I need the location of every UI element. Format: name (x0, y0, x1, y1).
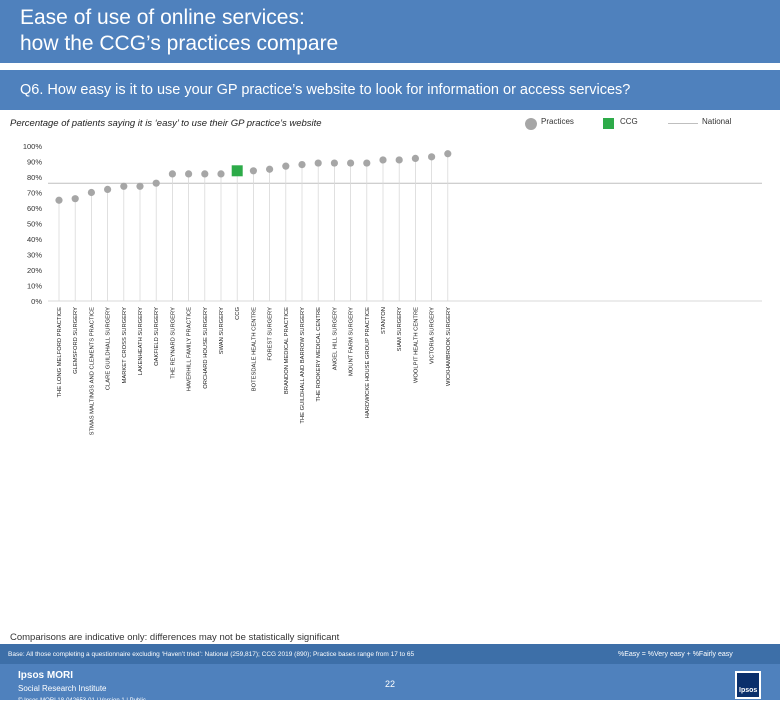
y-tick-label: 30% (27, 251, 42, 260)
practice-marker (120, 182, 128, 190)
practice-marker (411, 154, 419, 162)
x-tick-label: WICKHAMBROOK SURGERY (446, 307, 452, 386)
page-title: Ease of use of online services: how the … (20, 6, 339, 55)
practice-marker (266, 165, 274, 173)
x-tick-label: GLEMSFORD SURGERY (73, 307, 79, 374)
header-banner: Ease of use of online services: how the … (0, 0, 780, 63)
y-tick-label: 60% (27, 204, 42, 213)
practice-marker (201, 170, 209, 178)
x-tick-label: THE GUILDHALL AND BARROW SURGERY (300, 307, 306, 424)
x-tick-label: ANGEL HILL SURGERY (332, 307, 338, 370)
x-tick-label: THE LONG MELFORD PRACTICE (57, 307, 63, 398)
x-tick-label: CHRISTMAS MALTINGS AND CLEMENTS PRACTICE (89, 307, 95, 435)
practice-marker (104, 185, 112, 193)
legend-practices-label: Practices (541, 117, 574, 126)
x-tick-label: MARKET CROSS SURGERY (122, 307, 128, 384)
practice-marker (87, 188, 95, 197)
practice-marker (314, 159, 322, 167)
y-tick-label: 0% (31, 297, 42, 306)
legend-national-label: National (702, 117, 732, 126)
y-tick-label: 90% (27, 158, 42, 167)
x-tick-label: OAKFIELD SURGERY (154, 307, 160, 366)
metric-note: %Easy = %Very easy + %Fairly easy (618, 651, 733, 658)
practice-marker (444, 150, 452, 158)
practice-marker (330, 159, 338, 167)
x-tick-label: VICTORIA SURGERY (430, 307, 436, 364)
x-tick-label: THE REYNARD SURGERY (170, 307, 176, 379)
ccg-marker (231, 165, 243, 177)
y-tick-label: 20% (27, 266, 42, 275)
y-tick-label: 80% (27, 173, 42, 182)
chart-subtitle: Percentage of patients saying it is ‘eas… (10, 118, 322, 129)
practice-marker (217, 170, 225, 178)
logo-subtitle: Social Research Institute (18, 684, 107, 693)
y-tick-label: 70% (27, 189, 42, 198)
practice-marker (55, 196, 63, 204)
x-tick-label: FOREST SURGERY (268, 307, 274, 361)
ipsos-logo-text: Ipsos (739, 687, 758, 694)
x-tick-label: STANTON (381, 307, 387, 334)
legend-ccg-label: CCG (620, 117, 638, 126)
practice-marker (395, 156, 403, 164)
x-tick-label: ORCHARD HOUSE SURGERY (203, 307, 209, 389)
chart: 0% 10% 20% 30% 40% 50% 60% 70% 80% 90% 100% THE LON… (23, 142, 762, 435)
x-tick-label: HAVERHILL FAMILY PRACTICE (187, 307, 193, 391)
question-text: Q6. How easy is it to use your GP practi… (20, 82, 631, 98)
x-tick-label: BRANDON MEDICAL PRACTICE (284, 307, 290, 394)
practice-marker (428, 153, 436, 161)
question-banner: Q6. How easy is it to use your GP practi… (0, 70, 780, 110)
legend-practices-marker (525, 118, 537, 130)
x-tick-label: WOOLPIT HEALTH CENTRE (413, 307, 419, 383)
practice-marker (71, 195, 79, 203)
practice-marker (363, 159, 371, 167)
x-tick-label: BOTESDALE HEALTH CENTRE (251, 307, 257, 391)
practice-marker (168, 170, 176, 178)
y-tick-label: 100% (23, 142, 43, 151)
page-number: 22 (385, 679, 396, 689)
base-note: Base: All those completing a questionnai… (8, 651, 415, 658)
logo-ipsos-mori: Ipsos MORI (18, 670, 74, 681)
practice-marker (347, 159, 355, 167)
y-tick-label: 40% (27, 235, 42, 244)
x-tick-label: THE ROOKERY MEDICAL CENTRE (316, 307, 322, 402)
practice-marker (282, 162, 290, 170)
x-tick-label: SWAN SURGERY (219, 307, 225, 354)
comparisons-note: Comparisons are indicative only: differe… (10, 632, 340, 643)
practice-marker (379, 156, 387, 164)
x-tick-label: MOUNT FARM SURGERY (349, 307, 355, 376)
x-tick-label: SIAM SURGERY (397, 307, 403, 351)
practice-marker (152, 179, 160, 187)
x-tick-label: CLARE GUILDHALL SURGERY (106, 307, 112, 390)
practice-marker (298, 161, 306, 169)
legend-national-line (668, 123, 698, 124)
legend-ccg-marker (603, 118, 614, 129)
y-tick-label: 10% (27, 282, 42, 291)
copyright: © Ipsos MORI 18-042653-01 | Version 1 | … (18, 698, 146, 704)
ipsos-logo: Ipsos (735, 671, 761, 699)
practice-marker (185, 170, 193, 178)
x-tick-label: HARDWICKE HOUSE GROUP PRACTICE (365, 307, 371, 418)
y-tick-label: 50% (27, 220, 42, 229)
practice-marker (136, 182, 144, 190)
practice-marker (249, 167, 257, 175)
x-tick-label: CCG (235, 307, 241, 320)
x-tick-label: LAKENHEATH SURGERY (138, 307, 144, 376)
